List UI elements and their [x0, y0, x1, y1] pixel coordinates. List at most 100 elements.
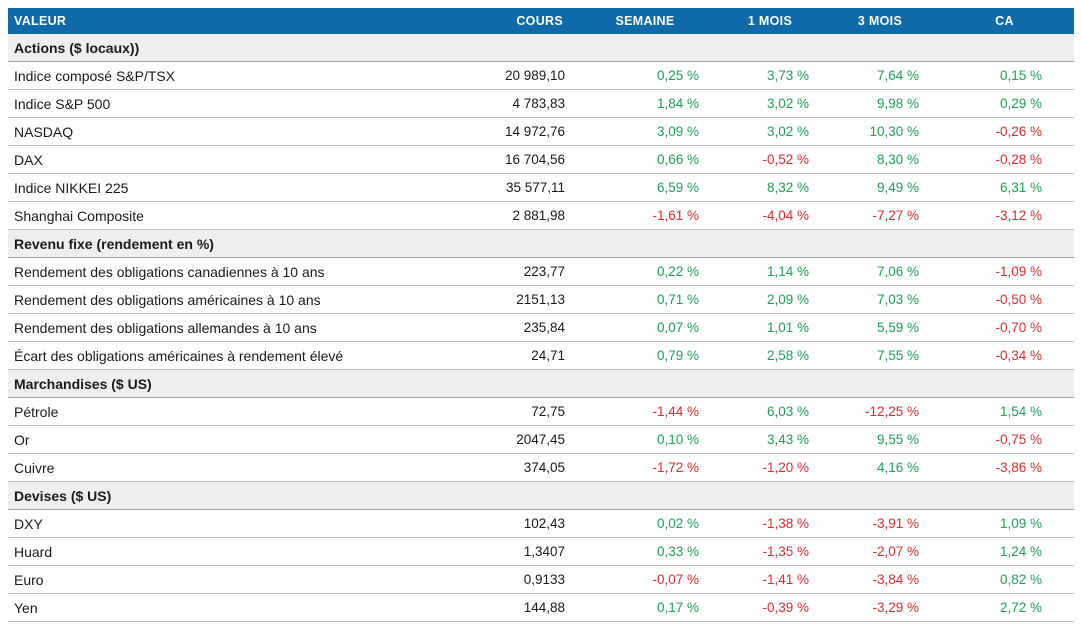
cours-cell: 35 577,11: [455, 173, 575, 202]
mois3-cell: 7,64 %: [825, 61, 935, 90]
mois3-cell: 5,59 %: [825, 313, 935, 342]
section-title: Actions ($ locaux)): [8, 34, 1074, 62]
mois1-cell: 8,32 %: [715, 173, 825, 202]
valeur-cell: Indice composé S&P/TSX: [8, 61, 455, 90]
valeur-cell: Shanghai Composite: [8, 201, 455, 230]
mois1-cell: 1,14 %: [715, 257, 825, 286]
ca-cell: -3,12 %: [935, 201, 1074, 230]
ca-cell: -0,28 %: [935, 145, 1074, 174]
table-body: Actions ($ locaux)) Indice composé S&P/T…: [8, 34, 1074, 622]
cours-cell: 14 972,76: [455, 117, 575, 146]
cours-cell: 144,88: [455, 593, 575, 622]
mois3-cell: 7,55 %: [825, 341, 935, 370]
mois3-cell: 7,06 %: [825, 257, 935, 286]
section-title: Revenu fixe (rendement en %): [8, 229, 1074, 258]
mois1-cell: 3,02 %: [715, 89, 825, 118]
mois3-cell: 9,98 %: [825, 89, 935, 118]
cours-cell: 20 989,10: [455, 61, 575, 90]
mois3-cell: -3,84 %: [825, 565, 935, 594]
semaine-cell: -0,07 %: [575, 565, 715, 594]
cours-cell: 374,05: [455, 453, 575, 482]
column-header-semaine: SEMAINE: [575, 8, 715, 34]
section-header-row: Revenu fixe (rendement en %): [8, 229, 1074, 258]
valeur-cell: Pétrole: [8, 397, 455, 426]
semaine-cell: 0,10 %: [575, 425, 715, 454]
mois3-cell: -7,27 %: [825, 201, 935, 230]
valeur-cell: Indice S&P 500: [8, 89, 455, 118]
valeur-cell: Or: [8, 425, 455, 454]
table-row: DXY 102,43 0,02 % -1,38 % -3,91 % 1,09 %: [8, 509, 1074, 538]
valeur-cell: Indice NIKKEI 225: [8, 173, 455, 202]
section-title: Devises ($ US): [8, 481, 1074, 510]
table-row: Euro 0,9133 -0,07 % -1,41 % -3,84 % 0,82…: [8, 565, 1074, 594]
mois3-cell: 10,30 %: [825, 117, 935, 146]
valeur-cell: Huard: [8, 537, 455, 566]
ca-cell: -0,26 %: [935, 117, 1074, 146]
semaine-cell: -1,61 %: [575, 201, 715, 230]
valeur-cell: DXY: [8, 509, 455, 538]
section-header-row: Marchandises ($ US): [8, 369, 1074, 398]
semaine-cell: 6,59 %: [575, 173, 715, 202]
semaine-cell: 0,33 %: [575, 537, 715, 566]
cours-cell: 4 783,83: [455, 89, 575, 118]
semaine-cell: 0,02 %: [575, 509, 715, 538]
mois3-cell: -3,29 %: [825, 593, 935, 622]
cours-cell: 1,3407: [455, 537, 575, 566]
cours-cell: 16 704,56: [455, 145, 575, 174]
ca-cell: 0,29 %: [935, 89, 1074, 118]
ca-cell: 6,31 %: [935, 173, 1074, 202]
mois3-cell: 4,16 %: [825, 453, 935, 482]
valeur-cell: NASDAQ: [8, 117, 455, 146]
cours-cell: 235,84: [455, 313, 575, 342]
table-row: Écart des obligations américaines à rend…: [8, 341, 1074, 370]
mois1-cell: 2,09 %: [715, 285, 825, 314]
table-row: NASDAQ 14 972,76 3,09 % 3,02 % 10,30 % -…: [8, 117, 1074, 146]
table-row: Rendement des obligations allemandes à 1…: [8, 313, 1074, 342]
section-title: Marchandises ($ US): [8, 369, 1074, 398]
cours-cell: 2047,45: [455, 425, 575, 454]
cours-cell: 72,75: [455, 397, 575, 426]
valeur-cell: Rendement des obligations canadiennes à …: [8, 257, 455, 286]
table-row: Huard 1,3407 0,33 % -1,35 % -2,07 % 1,24…: [8, 537, 1074, 566]
ca-cell: 2,72 %: [935, 593, 1074, 622]
mois3-cell: 8,30 %: [825, 145, 935, 174]
mois3-cell: 7,03 %: [825, 285, 935, 314]
valeur-cell: Yen: [8, 593, 455, 622]
cours-cell: 0,9133: [455, 565, 575, 594]
semaine-cell: 0,71 %: [575, 285, 715, 314]
valeur-cell: Cuivre: [8, 453, 455, 482]
semaine-cell: 1,84 %: [575, 89, 715, 118]
cours-cell: 102,43: [455, 509, 575, 538]
mois3-cell: -3,91 %: [825, 509, 935, 538]
ca-cell: -0,70 %: [935, 313, 1074, 342]
table-row: Or 2047,45 0,10 % 3,43 % 9,55 % -0,75 %: [8, 425, 1074, 454]
semaine-cell: 0,25 %: [575, 61, 715, 90]
cours-cell: 2151,13: [455, 285, 575, 314]
semaine-cell: -1,72 %: [575, 453, 715, 482]
table-row: Indice NIKKEI 225 35 577,11 6,59 % 8,32 …: [8, 173, 1074, 202]
semaine-cell: 0,22 %: [575, 257, 715, 286]
table-row: Rendement des obligations canadiennes à …: [8, 257, 1074, 286]
column-header-cours: COURS: [455, 8, 575, 34]
mois1-cell: 3,02 %: [715, 117, 825, 146]
mois1-cell: 1,01 %: [715, 313, 825, 342]
mois1-cell: 3,73 %: [715, 61, 825, 90]
valeur-cell: Écart des obligations américaines à rend…: [8, 341, 455, 370]
mois1-cell: 6,03 %: [715, 397, 825, 426]
mois3-cell: -12,25 %: [825, 397, 935, 426]
table-row: Indice S&P 500 4 783,83 1,84 % 3,02 % 9,…: [8, 89, 1074, 118]
ca-cell: 0,82 %: [935, 565, 1074, 594]
table-row: Cuivre 374,05 -1,72 % -1,20 % 4,16 % -3,…: [8, 453, 1074, 482]
semaine-cell: 0,66 %: [575, 145, 715, 174]
semaine-cell: -1,44 %: [575, 397, 715, 426]
ca-cell: -1,09 %: [935, 257, 1074, 286]
mois3-cell: 9,49 %: [825, 173, 935, 202]
mois1-cell: -0,39 %: [715, 593, 825, 622]
section-header-row: Devises ($ US): [8, 481, 1074, 510]
valeur-cell: Rendement des obligations allemandes à 1…: [8, 313, 455, 342]
ca-cell: 0,15 %: [935, 61, 1074, 90]
column-header-3-mois: 3 MOIS: [825, 8, 935, 34]
ca-cell: -0,34 %: [935, 341, 1074, 370]
table-row: DAX 16 704,56 0,66 % -0,52 % 8,30 % -0,2…: [8, 145, 1074, 174]
